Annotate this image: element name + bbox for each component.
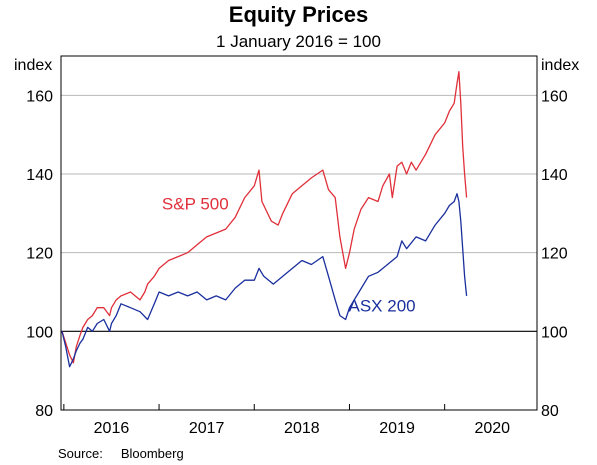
source-name: Bloomberg [120, 446, 184, 461]
equity-prices-chart: 80 80 100 100 120 120 140 140 160 160 index index 20… [14, 55, 579, 437]
y-tick-label-right: 140 [541, 167, 568, 184]
series-label-sp500: S&P 500 [162, 194, 229, 213]
x-tick-label: 2019 [379, 420, 415, 437]
y-tick-label-right: 160 [541, 88, 568, 105]
y-tick-label-right: 120 [541, 246, 568, 263]
chart-title: Equity Prices [228, 2, 369, 27]
x-tick-label: 2017 [189, 420, 225, 437]
y-tick-label-right: 80 [541, 403, 559, 420]
x-tick-label: 2016 [94, 420, 130, 437]
y-tick-label-left: 140 [26, 167, 53, 184]
series-line-asx-200 [61, 193, 468, 368]
chart-subtitle: 1 January 2016 = 100 [216, 32, 381, 51]
series-label-asx200: ASX 200 [349, 297, 416, 316]
x-tick-label: 2020 [474, 420, 510, 437]
y-axis-label-left: index [14, 57, 52, 74]
source-label: Source: [58, 446, 103, 461]
plot-frame [60, 55, 538, 411]
x-tick-label: 2018 [284, 420, 320, 437]
y-axis-label-right: index [541, 57, 579, 74]
y-tick-label-left: 120 [26, 246, 53, 263]
y-tick-label-left: 100 [26, 324, 53, 341]
y-tick-label-left: 80 [35, 403, 53, 420]
y-tick-label-left: 160 [26, 88, 53, 105]
y-tick-label-right: 100 [541, 324, 568, 341]
source-note: Source: Bloomberg [58, 446, 184, 461]
series-line-s-p-500 [61, 71, 468, 364]
